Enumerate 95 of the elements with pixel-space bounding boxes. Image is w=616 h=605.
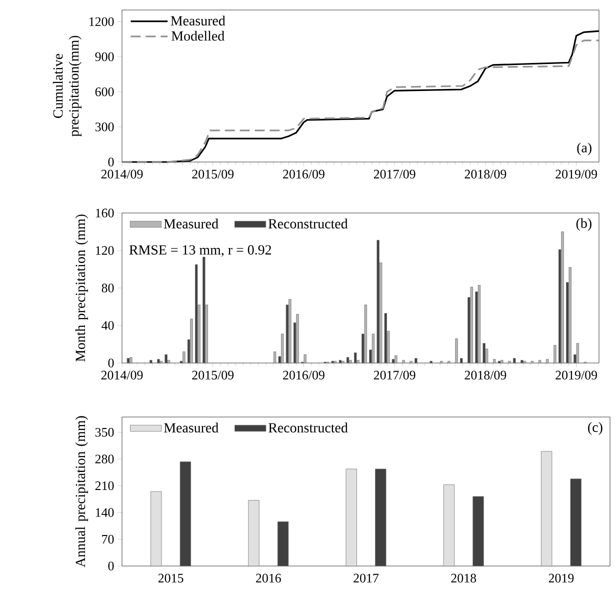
annotation: (a) bbox=[577, 142, 592, 156]
bar bbox=[281, 334, 284, 364]
bar bbox=[248, 500, 260, 566]
y-tick-label: 1200 bbox=[89, 17, 114, 26]
bar bbox=[349, 360, 352, 364]
y-tick-label: 70 bbox=[102, 534, 114, 544]
y-axis-title: Month precipitation (mm) bbox=[75, 214, 88, 362]
annotation: RMSE = 13 mm, r = 0.92 bbox=[129, 245, 272, 257]
bar bbox=[482, 343, 486, 364]
bar bbox=[546, 359, 549, 364]
bar bbox=[182, 352, 186, 364]
legend-label: Measured bbox=[170, 16, 226, 26]
y-tick-label: 900 bbox=[95, 52, 114, 62]
bar bbox=[195, 264, 198, 364]
x-tick-label: 2017 bbox=[354, 574, 379, 583]
bar bbox=[520, 360, 524, 364]
bar bbox=[394, 355, 398, 364]
x-tick-label: 2017/09 bbox=[374, 370, 416, 380]
bar bbox=[150, 491, 162, 566]
y-tick-label: 210 bbox=[95, 481, 114, 490]
bar bbox=[500, 360, 504, 364]
x-tick-label: 2016/09 bbox=[283, 370, 324, 380]
y-tick-label: 80 bbox=[102, 284, 114, 292]
bar bbox=[180, 462, 192, 566]
x-tick-label: 2015/09 bbox=[192, 170, 234, 179]
x-tick-label: 2014/09 bbox=[101, 370, 143, 380]
bar bbox=[493, 359, 496, 364]
bar bbox=[455, 338, 458, 364]
bar bbox=[538, 360, 542, 364]
y-tick-label: 600 bbox=[95, 87, 114, 96]
bar bbox=[288, 299, 292, 364]
legend-label: Modelled bbox=[172, 30, 224, 41]
bar bbox=[157, 359, 160, 364]
bar bbox=[375, 468, 386, 566]
y-tick-label: 0 bbox=[108, 158, 114, 166]
x-tick-label: 2019/09 bbox=[556, 370, 597, 380]
y-tick-label: 350 bbox=[95, 428, 114, 437]
bar bbox=[164, 354, 168, 364]
bar bbox=[130, 357, 132, 364]
legend-label: Measured bbox=[164, 218, 218, 228]
y-tick-label: 160 bbox=[96, 208, 114, 218]
bar bbox=[414, 358, 418, 364]
x-tick-label: 2014/09 bbox=[101, 170, 143, 179]
y-tick-label: 40 bbox=[102, 321, 114, 330]
bar bbox=[561, 232, 564, 364]
y-axis-title: Cumulative precipitation(mm) bbox=[52, 36, 82, 137]
annotation: (b) bbox=[576, 218, 592, 231]
y-tick-label: 140 bbox=[96, 508, 114, 517]
x-tick-label: 2019 bbox=[548, 574, 574, 583]
y-tick-label: 300 bbox=[95, 122, 114, 132]
bar bbox=[338, 360, 342, 364]
bar bbox=[346, 357, 350, 364]
bar bbox=[541, 451, 552, 566]
y-tick-label: 280 bbox=[95, 454, 114, 464]
bar bbox=[346, 468, 357, 566]
bar bbox=[470, 286, 473, 364]
y-tick-label: 0 bbox=[108, 562, 114, 570]
bar bbox=[570, 478, 582, 566]
y-tick-label: 120 bbox=[96, 246, 114, 255]
legend-label: Reconstructed bbox=[268, 422, 348, 432]
bar bbox=[126, 358, 130, 364]
bar bbox=[576, 343, 579, 364]
bar bbox=[372, 334, 375, 364]
bar bbox=[568, 267, 572, 364]
y-axis-title: Annual precipitation (mm) bbox=[75, 416, 88, 568]
bar bbox=[354, 352, 357, 364]
x-tick-label: 2015 bbox=[158, 574, 184, 583]
bar bbox=[460, 358, 463, 364]
x-tick-label: 2018/09 bbox=[464, 370, 506, 380]
x-tick-label: 2018/09 bbox=[464, 170, 506, 179]
bar bbox=[296, 314, 299, 364]
bar bbox=[376, 240, 380, 364]
bar bbox=[304, 354, 306, 364]
y-tick-label: 0 bbox=[108, 358, 114, 368]
bar bbox=[554, 344, 556, 364]
bar bbox=[150, 360, 152, 364]
bar bbox=[364, 304, 367, 364]
legend-label: Measured bbox=[164, 422, 218, 432]
bar bbox=[472, 496, 484, 566]
x-tick-label: 2016/09 bbox=[283, 170, 324, 179]
bar bbox=[190, 318, 193, 364]
bar bbox=[277, 521, 289, 566]
bar bbox=[202, 256, 206, 364]
bar bbox=[513, 358, 516, 364]
bar bbox=[478, 284, 481, 364]
x-tick-label: 2015/09 bbox=[192, 370, 234, 380]
x-tick-label: 2016 bbox=[256, 574, 281, 583]
x-tick-label: 2018 bbox=[451, 574, 476, 583]
x-tick-label: 2019/09 bbox=[556, 170, 597, 179]
bar bbox=[443, 484, 455, 566]
bar bbox=[402, 360, 405, 364]
bar bbox=[392, 359, 395, 364]
annotation: (c) bbox=[588, 422, 602, 435]
x-tick-label: 2017/09 bbox=[374, 170, 416, 179]
legend-label: Reconstructed bbox=[268, 218, 348, 228]
